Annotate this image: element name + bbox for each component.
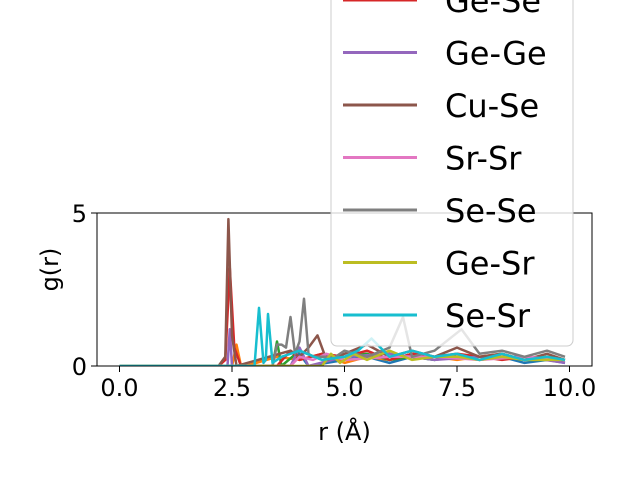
y-tick-label: 0 [72, 353, 87, 381]
legend: Ge-Se Ge-Ge Cu-Se Sr-Sr Se-Se Ge-Sr Se-Sr [330, 0, 574, 347]
legend-box [330, 0, 574, 347]
y-axis-label: g(r) [36, 248, 64, 292]
legend-label: Se-Sr [445, 297, 531, 335]
legend-label: Se-Se [445, 192, 537, 230]
legend-label: Sr-Sr [445, 140, 522, 178]
x-tick-label: 7.5 [438, 374, 476, 402]
legend-label: Ge-Sr [445, 245, 535, 283]
legend-label: Ge-Se [445, 0, 541, 20]
x-tick-label: 5.0 [325, 374, 363, 402]
legend-label: Ge-Ge [445, 35, 547, 73]
x-tick-label: 0.0 [100, 374, 138, 402]
series-line-se-se [119, 297, 566, 366]
x-axis-label: r (Å) [318, 417, 371, 446]
axis-ticks: 0.0 2.5 5.0 7.5 10.0 0 5 [72, 200, 597, 402]
y-tick-label: 5 [72, 200, 87, 228]
legend-label: Cu-Se [445, 87, 539, 125]
x-tick-label: 10.0 [543, 374, 596, 402]
plot-area [119, 217, 566, 366]
x-tick-label: 2.5 [213, 374, 251, 402]
series-line-se-sr [119, 306, 566, 366]
